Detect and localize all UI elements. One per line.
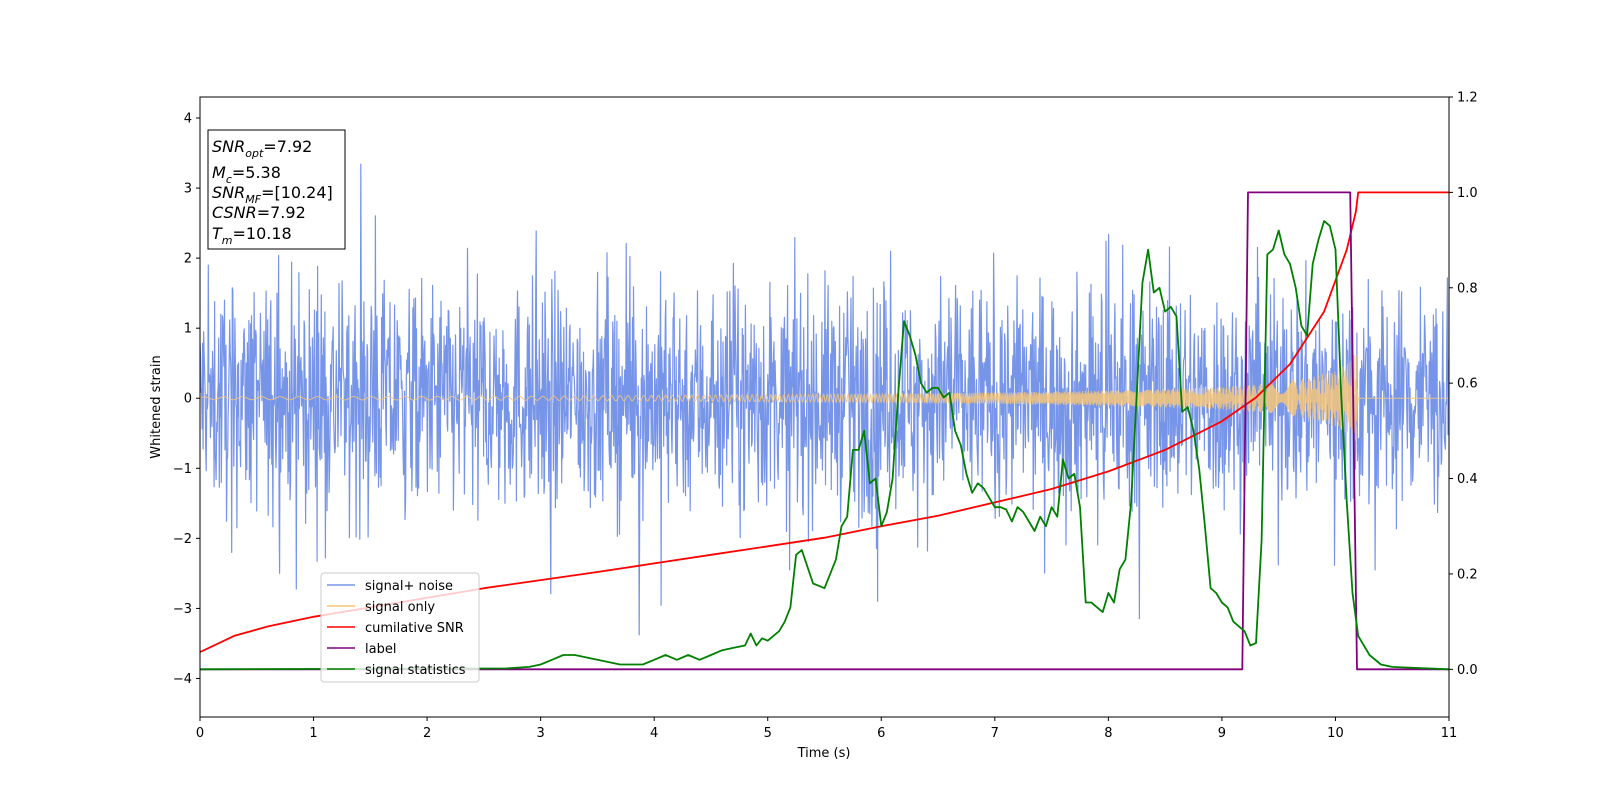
y-axis-label: Whitened strain — [149, 355, 164, 458]
y-tick-label: 4 — [184, 112, 192, 127]
x-tick-label: 0 — [196, 726, 204, 741]
legend-label-signal-noise: signal+ noise — [365, 579, 453, 594]
y2-tick-label: 0.4 — [1457, 472, 1478, 487]
axis-ticks: 0 1 2 3 4 5 6 7 8 9 10 1143210−1−2−3−41.21.00.80.60… — [173, 91, 1478, 742]
y2-tick-label: 1.0 — [1457, 186, 1478, 201]
info-csnr: CSNR=7.92 — [212, 203, 306, 222]
x-axis-label: Time (s) — [797, 746, 851, 761]
y-tick-label: −3 — [173, 602, 192, 617]
info-box: SNRopt=7.92 Mc=5.38 SNRMF=[10.24] CSNR=7… — [207, 129, 346, 250]
legend-label-cumulative-snr: cumilative SNR — [365, 621, 464, 636]
x-tick-label: 1 — [309, 726, 317, 741]
axes-frame — [199, 96, 1450, 718]
x-tick-label: 9 — [1218, 726, 1226, 741]
series-label — [200, 191, 1449, 671]
y-tick-label: 3 — [184, 182, 192, 197]
y-tick-label: −4 — [173, 672, 192, 687]
y-tick-label: 0 — [184, 392, 192, 407]
legend-frame — [320, 572, 480, 683]
y2-tick-label: 0.2 — [1457, 567, 1478, 582]
info-box-frame — [207, 129, 346, 250]
y2-tick-label: 0.6 — [1457, 377, 1478, 392]
y-tick-label: 1 — [184, 322, 192, 337]
legend: signal+ noise signal only cumilative SNR… — [320, 572, 480, 683]
series-signal-statistics — [200, 220, 1449, 671]
info-mc: Mc=5.38 — [212, 163, 281, 186]
y2-tick-label: 1.2 — [1457, 91, 1478, 106]
x-tick-label: 6 — [877, 726, 885, 741]
info-snr-opt: SNRopt=7.92 — [212, 137, 312, 160]
series-signal-noise — [200, 163, 1449, 636]
y2-tick-label: 0.0 — [1457, 663, 1478, 678]
x-tick-label: 7 — [991, 726, 999, 741]
y-tick-label: 2 — [184, 252, 192, 267]
x-tick-label: 11 — [1441, 726, 1458, 741]
x-tick-label: 5 — [764, 726, 772, 741]
legend-label-signal-only: signal only — [365, 600, 435, 615]
x-tick-label: 4 — [650, 726, 658, 741]
x-tick-label: 10 — [1327, 726, 1344, 741]
legend-label-signal-statistics: signal statistics — [365, 663, 466, 678]
y2-tick-label: 0.8 — [1457, 281, 1478, 296]
series-signal-only — [200, 354, 1449, 441]
y-tick-label: −2 — [173, 532, 192, 547]
legend-label-label: label — [365, 642, 396, 657]
x-tick-label: 3 — [536, 726, 544, 741]
x-tick-label: 8 — [1104, 726, 1112, 741]
x-tick-label: 2 — [423, 726, 431, 741]
y-tick-label: −1 — [173, 462, 192, 477]
info-snr-mf: SNRMF=[10.24] — [212, 183, 333, 206]
info-tm: Tm=10.18 — [212, 224, 292, 247]
